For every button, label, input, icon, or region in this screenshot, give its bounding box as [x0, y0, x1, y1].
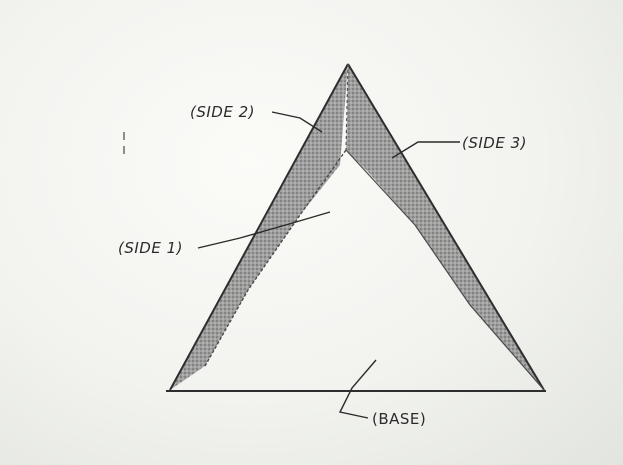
outer-right-edge: [347, 63, 545, 391]
inner-left-edge: [204, 149, 347, 367]
side-2-label: (SIDE 2): [190, 103, 255, 121]
base-leader: [338, 359, 377, 419]
base-label: (BASE): [372, 410, 426, 428]
side-3-leader: [391, 141, 460, 159]
side-2-leader: [271, 111, 323, 133]
inner-right-edge: [345, 149, 545, 391]
side-3-label: (SIDE 3): [462, 134, 527, 152]
outer-left-edge: [169, 63, 349, 391]
side-1-label: (SIDE 1): [118, 239, 183, 257]
side-1-leader: [197, 211, 331, 249]
center-fold-line: [345, 63, 349, 151]
